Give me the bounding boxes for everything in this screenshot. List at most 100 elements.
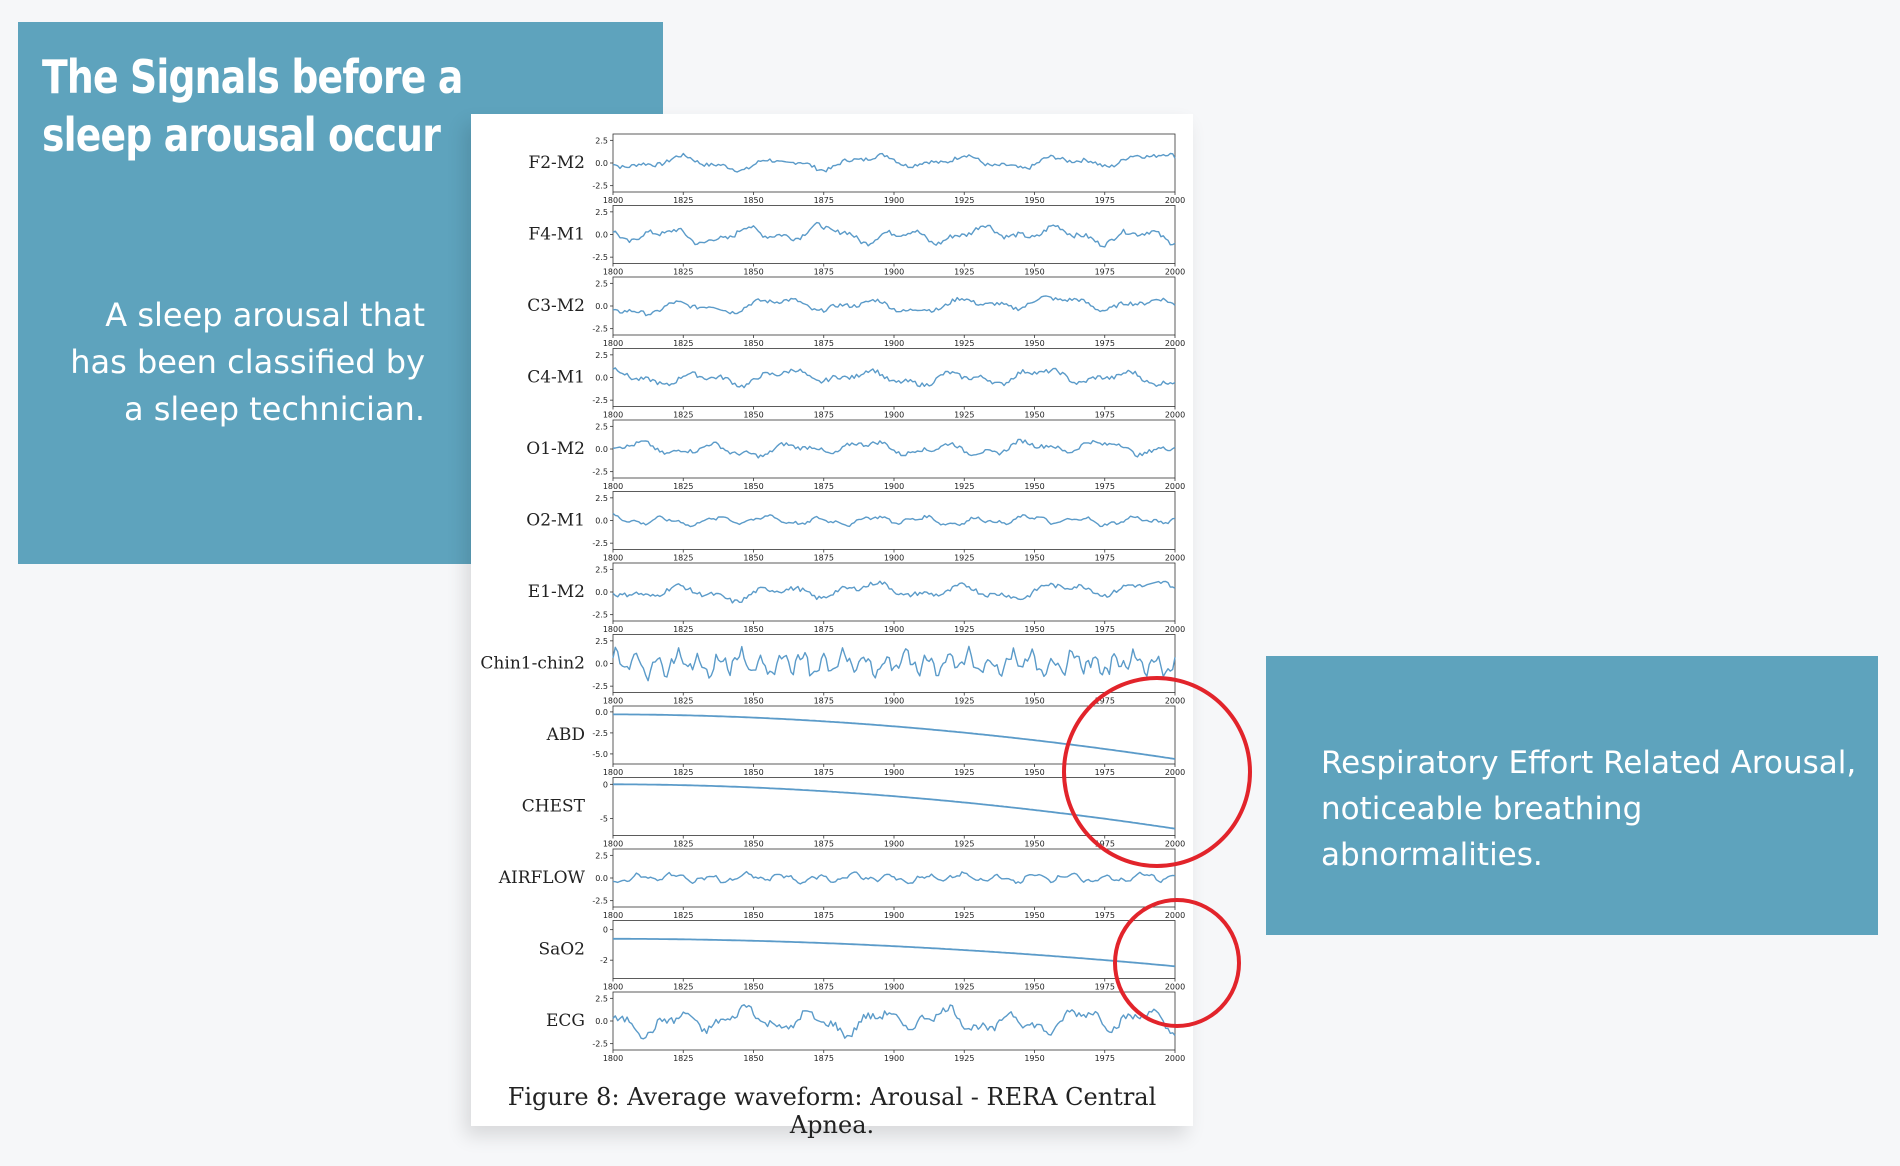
x-tick-label: 1975 <box>1095 268 1115 277</box>
channel-label: ECG <box>546 1011 585 1031</box>
x-tick-label: 1850 <box>743 196 763 205</box>
panel-frame <box>612 491 1176 550</box>
x-tick-label: 1800 <box>603 554 623 563</box>
y-tick-label: 2.5 <box>595 565 608 574</box>
x-tick-label: 2000 <box>1165 411 1185 420</box>
y-tick-label: 0.0 <box>595 231 608 240</box>
x-tick-label: 1925 <box>954 1054 974 1063</box>
sao2-highlight-circle <box>1113 898 1241 1028</box>
x-tick-label: 1825 <box>673 1054 693 1063</box>
x-tick-label: 2000 <box>1165 196 1185 205</box>
panel-frame <box>612 133 1176 193</box>
y-tick-label: 0.0 <box>595 874 608 883</box>
x-tick-label: 1950 <box>1024 625 1044 634</box>
series-line <box>612 367 1176 389</box>
x-tick-label: 2000 <box>1165 482 1185 491</box>
x-tick-label: 1950 <box>1024 911 1044 920</box>
x-tick-label: 1900 <box>884 339 904 348</box>
x-tick-label: 1850 <box>743 339 763 348</box>
x-tick-label: 1875 <box>814 482 834 491</box>
x-tick-label: 1925 <box>954 482 974 491</box>
left-caption: A sleep arousal that has been classified… <box>70 296 425 428</box>
channel-label: E1-M2 <box>528 582 585 602</box>
x-tick-label: 1950 <box>1024 840 1044 849</box>
y-tick-label: -2.5 <box>592 182 608 191</box>
x-tick-label: 1875 <box>814 1054 834 1063</box>
x-tick-label: 1950 <box>1024 983 1044 992</box>
y-tick-label: 0.0 <box>595 159 608 168</box>
x-tick-label: 1825 <box>673 983 693 992</box>
y-tick-label: 2.5 <box>595 208 608 217</box>
y-tick-label: 2.5 <box>595 351 608 360</box>
x-tick-label: 1925 <box>954 411 974 420</box>
x-tick-label: 1875 <box>814 268 834 277</box>
x-tick-label: 1950 <box>1024 339 1044 348</box>
x-tick-label: 1800 <box>603 983 623 992</box>
figure-card: F2-M2 2.5 0.0 -2.5 1800 1825 1850 1875 1900 1925 1… <box>471 114 1193 1139</box>
y-tick-label: 0.0 <box>595 660 608 669</box>
series-line <box>612 645 1176 682</box>
y-tick-label: -2.5 <box>592 611 608 620</box>
x-tick-label: 1825 <box>673 411 693 420</box>
x-tick-label: 1975 <box>1095 411 1115 420</box>
y-tick-label: -2.5 <box>592 682 608 691</box>
x-tick-label: 1925 <box>954 911 974 920</box>
panel-frame <box>612 920 1176 979</box>
x-tick-label: 2000 <box>1165 339 1185 348</box>
x-tick-label: 1950 <box>1024 411 1044 420</box>
x-tick-label: 1875 <box>814 411 834 420</box>
x-tick-label: 1875 <box>814 625 834 634</box>
x-tick-label: 1900 <box>884 983 904 992</box>
x-tick-label: 1875 <box>814 840 834 849</box>
series-line <box>612 295 1176 317</box>
x-tick-label: 1900 <box>884 625 904 634</box>
x-tick-label: 1975 <box>1095 482 1115 491</box>
x-tick-label: 1850 <box>743 411 763 420</box>
y-tick-label: 0.0 <box>595 1017 608 1026</box>
y-tick-label: -2.5 <box>592 539 608 548</box>
x-tick-label: 1850 <box>743 1054 763 1063</box>
channel-label: SaO2 <box>538 940 585 960</box>
x-tick-label: 1800 <box>603 911 623 920</box>
x-tick-label: 1900 <box>884 697 904 706</box>
channel-label: F2-M2 <box>528 153 585 173</box>
y-tick-label: 0 <box>603 926 608 935</box>
channel-label: CHEST <box>522 797 586 817</box>
x-tick-label: 1850 <box>743 983 763 992</box>
figure-caption: Figure 8: Average waveform: Arousal - RE… <box>507 1083 1157 1139</box>
y-tick-label: 2.5 <box>595 637 608 646</box>
x-tick-label: 1850 <box>743 625 763 634</box>
x-tick-label: 1900 <box>884 840 904 849</box>
y-tick-label: 2.5 <box>595 494 608 503</box>
x-tick-label: 1825 <box>673 482 693 491</box>
x-tick-label: 1825 <box>673 768 693 777</box>
x-tick-label: 1975 <box>1095 911 1115 920</box>
x-tick-label: 1925 <box>954 840 974 849</box>
x-tick-label: 1950 <box>1024 768 1044 777</box>
right-caption: Respiratory Effort Related Arousal, noti… <box>1321 745 1857 873</box>
channel-label: C4-M1 <box>527 368 585 388</box>
y-tick-label: -2.5 <box>592 325 608 334</box>
x-tick-label: 2000 <box>1165 268 1185 277</box>
x-tick-label: 1825 <box>673 554 693 563</box>
x-tick-label: 1900 <box>884 768 904 777</box>
y-tick-label: -2.5 <box>592 468 608 477</box>
x-tick-label: 1925 <box>954 554 974 563</box>
y-tick-label: 0.0 <box>595 517 608 526</box>
y-tick-label: -2.5 <box>592 729 608 738</box>
x-tick-label: 1950 <box>1024 697 1044 706</box>
x-tick-label: 1850 <box>743 768 763 777</box>
x-tick-label: 1825 <box>673 911 693 920</box>
x-tick-label: 1950 <box>1024 482 1044 491</box>
x-tick-label: 1950 <box>1024 554 1044 563</box>
x-tick-label: 1825 <box>673 196 693 205</box>
series-line <box>613 937 1176 968</box>
x-tick-label: 1950 <box>1024 1054 1044 1063</box>
waveform-chart: F2-M2 2.5 0.0 -2.5 1800 1825 1850 1875 1900 1925 1… <box>480 133 1185 1063</box>
x-tick-label: 1875 <box>814 697 834 706</box>
series-line <box>612 438 1176 459</box>
x-tick-label: 1900 <box>884 196 904 205</box>
x-tick-label: 1925 <box>954 196 974 205</box>
panel-frame <box>612 634 1176 693</box>
y-tick-label: 2.5 <box>595 994 608 1003</box>
